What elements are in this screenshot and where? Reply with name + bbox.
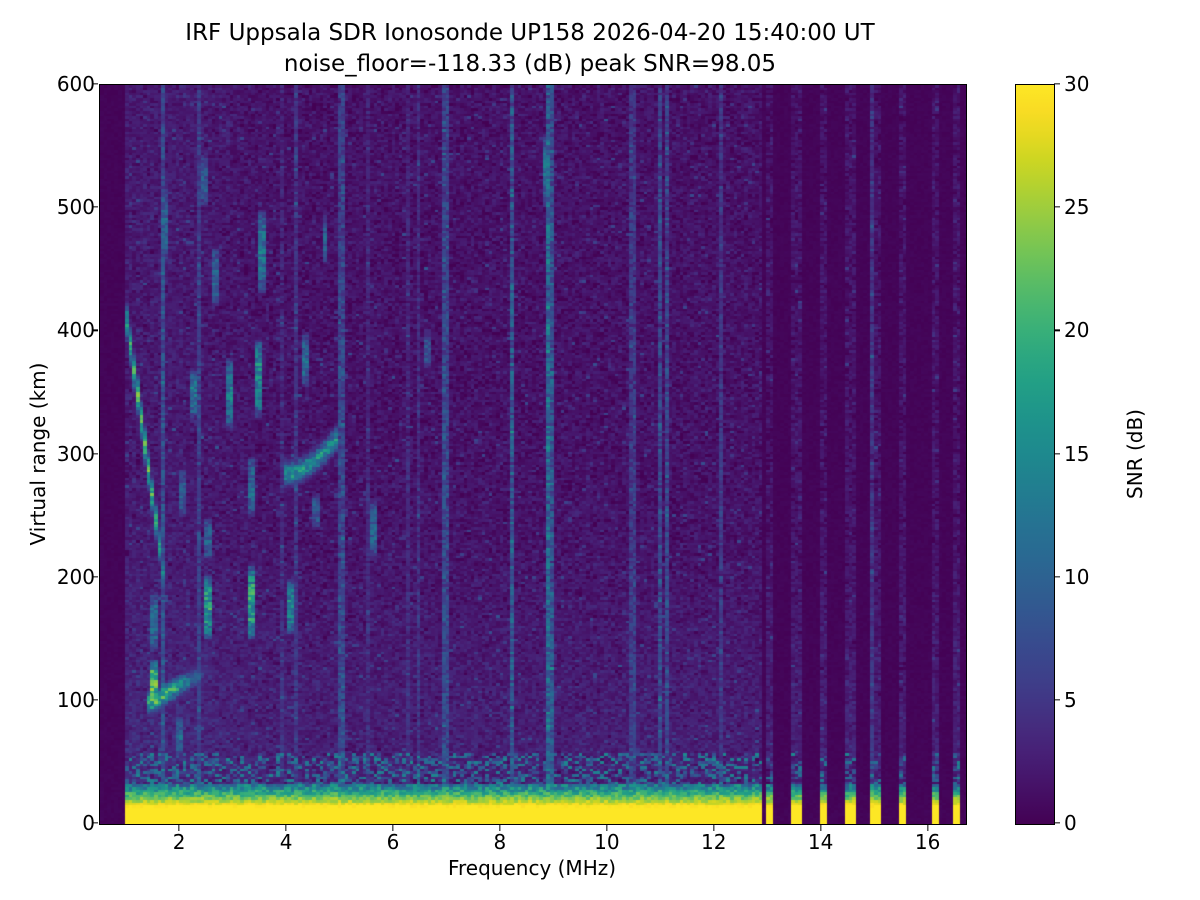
colorbar-tick-mark (1054, 329, 1060, 331)
y-axis-tick-label: 300 (56, 441, 95, 466)
colorbar-label: SNR (dB) (1123, 408, 1147, 499)
x-axis-tick-mark (285, 825, 287, 831)
colorbar-gradient (1016, 85, 1054, 824)
y-axis-tick-mark (92, 206, 98, 208)
colorbar-tick-mark (1054, 452, 1060, 455)
y-axis-tick-mark (92, 576, 98, 578)
colorbar-tick-label: 25 (1064, 195, 1090, 220)
x-axis-tick-mark (606, 825, 608, 831)
y-axis-label: Virtual range (km) (26, 362, 50, 545)
y-axis-tick-label: 400 (56, 318, 95, 343)
x-axis-tick-mark (499, 825, 501, 831)
x-axis-tick-label: 14 (807, 830, 834, 854)
x-axis-tick-label: 12 (701, 830, 727, 854)
x-axis-tick-mark (178, 825, 180, 831)
y-axis-tick-mark (92, 699, 98, 701)
colorbar-tick-mark (1054, 576, 1060, 578)
colorbar-tick-label: 20 (1064, 318, 1090, 343)
colorbar-tick-label: 0 (1064, 811, 1077, 835)
y-axis-tick-label: 600 (56, 72, 95, 96)
colorbar-tick-label: 10 (1064, 564, 1090, 589)
x-axis-tick-mark (392, 825, 394, 831)
y-axis-tick-label: 100 (56, 687, 95, 712)
colorbar-tick-label: 30 (1064, 72, 1090, 96)
y-axis-tick-mark (92, 452, 98, 455)
y-axis-tick-label: 200 (56, 564, 95, 589)
x-axis-tick-label: 10 (594, 830, 620, 854)
y-axis-tick-mark (92, 822, 98, 824)
figure-title: IRF Uppsala SDR Ionosonde UP158 2026-04-… (185, 20, 875, 77)
y-axis-tick-label: 500 (56, 195, 95, 220)
x-axis-tick-label: 6 (386, 830, 400, 854)
x-axis-tick-label: 2 (172, 830, 186, 854)
y-axis-tick-label: 0 (82, 811, 95, 835)
x-axis-tick-label: 16 (914, 830, 941, 854)
colorbar-tick-mark (1054, 699, 1060, 701)
x-axis-tick-mark (713, 825, 715, 831)
colorbar (1015, 84, 1055, 825)
x-axis-tick-label: 4 (279, 830, 293, 854)
colorbar-tick-mark (1054, 206, 1060, 208)
ionogram-heatmap (100, 85, 966, 824)
x-axis-label: Frequency (MHz) (447, 856, 617, 880)
y-axis-tick-mark (92, 83, 98, 85)
colorbar-tick-label: 5 (1064, 687, 1077, 712)
ionogram-plot-area (99, 84, 967, 825)
colorbar-tick-mark (1054, 822, 1060, 824)
x-axis-tick-label: 8 (493, 830, 507, 854)
y-axis-tick-mark (92, 329, 98, 331)
colorbar-tick-label: 15 (1064, 441, 1090, 466)
x-axis-tick-mark (820, 825, 822, 831)
colorbar-tick-mark (1054, 83, 1060, 85)
x-axis-tick-mark (926, 825, 929, 831)
